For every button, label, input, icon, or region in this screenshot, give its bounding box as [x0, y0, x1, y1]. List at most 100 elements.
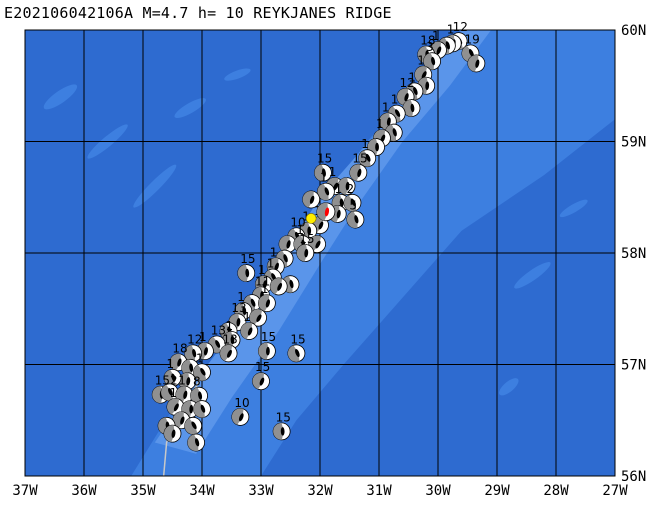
- beachball-compression: [324, 187, 330, 196]
- longitude-tick-label: 35W: [130, 483, 156, 499]
- mechanism-label: 1: [329, 165, 337, 179]
- beachball-quadrant: [166, 398, 180, 415]
- beachball-compression: [421, 71, 427, 79]
- focal-mechanism: [222, 331, 241, 349]
- beachball-compression: [468, 49, 474, 57]
- mechanism-label: 5: [349, 199, 357, 213]
- mechanism-label: 3: [426, 40, 434, 54]
- mechanism-label: 15: [276, 410, 291, 424]
- beachball-compression: [410, 103, 415, 113]
- mechanism-label: 1: [391, 93, 399, 107]
- beachball-compression: [304, 248, 309, 258]
- latitude-tick-label: 60N: [621, 23, 646, 39]
- mechanism-label: 1: [169, 386, 177, 400]
- beachball-compression: [289, 279, 294, 289]
- focal-mechanism: [266, 257, 285, 276]
- beachball-compression: [324, 207, 330, 217]
- beachball-compression: [200, 404, 206, 413]
- focal-mechanism: [163, 368, 182, 387]
- main-event-mechanism: [316, 202, 336, 222]
- beachball-quadrant: [164, 425, 175, 443]
- longitude-tick-label: 28W: [543, 483, 569, 499]
- epicenter-marker: [305, 213, 317, 224]
- beachball-compression: [309, 195, 315, 204]
- latitude-tick-label: 59N: [621, 135, 646, 151]
- beachball-quadrant: [414, 66, 427, 83]
- beachball-compression: [394, 109, 401, 117]
- beachball-compression: [171, 373, 176, 382]
- beachball-quadrant: [252, 372, 265, 390]
- focal-mechanism: [166, 397, 185, 416]
- longitude-tick-label: 32W: [307, 483, 333, 499]
- beachball-compression: [318, 221, 324, 230]
- mechanism-label: 12: [187, 332, 202, 346]
- focal-mechanism: [346, 210, 365, 229]
- focal-mechanism: [160, 383, 179, 402]
- focal-mechanism: [314, 163, 332, 182]
- mechanism-label: 1: [196, 351, 204, 365]
- mechanism-label: 1: [167, 357, 175, 371]
- beachball-compression: [266, 346, 270, 356]
- beachball-quadrant: [240, 322, 253, 340]
- mechanism-label: 1: [267, 257, 275, 271]
- mechanism-label: 13: [223, 332, 238, 346]
- beachball-compression: [191, 421, 197, 430]
- beachball-compression: [404, 93, 409, 102]
- focal-mechanism: [257, 294, 276, 313]
- beachball-compression: [386, 117, 391, 126]
- beachball-compression: [177, 358, 182, 367]
- beachball-quadrant: [184, 418, 198, 435]
- beachball-compression: [445, 41, 450, 50]
- beachball-quadrant: [249, 309, 263, 326]
- beachball-compression: [365, 153, 371, 162]
- beachball-quadrant: [181, 359, 192, 377]
- bathymetry-patch: [514, 262, 551, 289]
- beachball-quadrant: [314, 164, 325, 182]
- beachball-compression: [194, 438, 200, 447]
- focal-mechanism: [219, 344, 238, 363]
- mechanism-label: 1: [296, 223, 304, 237]
- focal-mechanism: [349, 163, 368, 182]
- beachball-compression: [392, 128, 397, 137]
- beachball-compression: [192, 348, 197, 358]
- focal-mechanism: [358, 149, 377, 168]
- focal-mechanism: [187, 433, 206, 452]
- beachball-quadrant: [152, 386, 163, 404]
- beachball-compression: [203, 347, 208, 356]
- beachball-compression: [173, 403, 179, 412]
- beachball-compression: [256, 314, 262, 322]
- beachball-compression: [345, 181, 350, 191]
- beachball-quadrant: [317, 183, 329, 201]
- mechanism-label: 10: [234, 396, 249, 410]
- beachball-compression: [265, 299, 271, 308]
- beachball-quadrant: [316, 202, 328, 221]
- beachball-compression: [286, 240, 291, 249]
- beachball-quadrant: [296, 244, 307, 262]
- mechanism-label: 12: [400, 76, 415, 90]
- beachball-quadrant: [193, 364, 207, 381]
- beachball-compression: [431, 56, 436, 66]
- focal-mechanism: [272, 422, 291, 441]
- focal-mechanism: [423, 52, 442, 71]
- longitude-tick-label: 33W: [248, 483, 274, 499]
- map-frame-layer: 1211181931112111115151112511101151151111…: [24, 20, 616, 477]
- beachball-quadrant: [161, 384, 174, 401]
- beachball-compression: [307, 226, 312, 235]
- mechanism-label: 1: [432, 29, 440, 43]
- beachball-compression: [262, 280, 267, 289]
- beachball-compression: [242, 306, 247, 316]
- beachball-quadrant: [190, 387, 201, 405]
- longitude-tick-label: 36W: [71, 483, 97, 499]
- beachball-quadrant: [184, 345, 196, 362]
- mechanism-label: 18: [172, 341, 187, 355]
- beachball-quadrant: [237, 264, 248, 282]
- mechanism-label: 1: [243, 310, 251, 324]
- beachball-compression: [230, 335, 235, 345]
- beachball-compression: [321, 168, 326, 177]
- mechanism-layer: 1211181931112111115151112511101151151111…: [151, 20, 486, 452]
- beachball-compression: [413, 86, 418, 96]
- beachball-compression: [354, 215, 359, 224]
- mechanism-label: 15: [290, 332, 305, 346]
- focal-mechanism: [240, 322, 259, 340]
